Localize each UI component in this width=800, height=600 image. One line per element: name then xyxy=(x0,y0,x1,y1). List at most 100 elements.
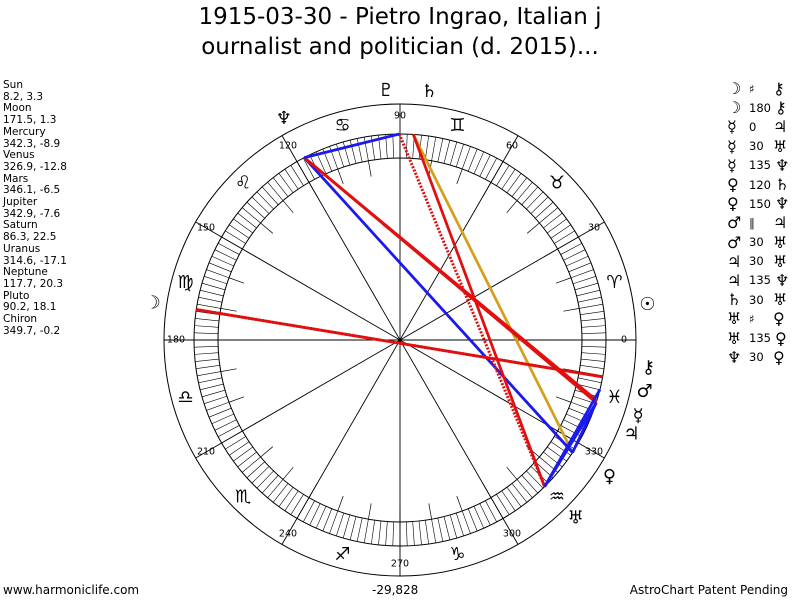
degree-tick xyxy=(278,173,294,193)
decade-tick xyxy=(555,277,572,284)
degree-tick xyxy=(256,470,274,489)
degree-tick xyxy=(272,177,289,197)
aspect-planet-1-glyph: ♅ xyxy=(727,309,742,329)
degree-tick xyxy=(284,169,299,190)
degree-tick xyxy=(208,262,232,273)
aspect-planet-2-glyph: ♅ xyxy=(773,251,788,271)
degree-label-210: 210 xyxy=(197,447,215,458)
degree-label-150: 150 xyxy=(197,223,215,234)
planet-values-uranus: 314.6, -17.1 xyxy=(3,254,67,267)
degree-tick xyxy=(290,165,304,186)
decade-tick xyxy=(260,446,274,458)
degree-tick xyxy=(501,169,516,190)
decade-tick xyxy=(428,503,432,520)
degree-tick xyxy=(568,262,592,273)
aspect-type: 135 xyxy=(749,273,771,288)
planet-values-moon: 171.5, 1.3 xyxy=(3,114,57,127)
planet-values-venus: 326.9, -12.8 xyxy=(3,160,67,173)
degree-tick xyxy=(195,365,220,369)
degree-tick xyxy=(580,318,605,322)
degree-tick xyxy=(526,470,544,489)
aspect-planet-2-glyph: ⚷ xyxy=(774,98,787,118)
degree-tick xyxy=(473,506,485,529)
degree-tick xyxy=(443,140,451,164)
degree-tick xyxy=(506,173,522,193)
degree-tick xyxy=(580,358,605,362)
degree-tick xyxy=(406,521,408,546)
degree-tick xyxy=(211,255,234,267)
zodiac-sign-glyph: ♈ xyxy=(606,272,622,293)
decade-tick xyxy=(563,308,580,312)
aspect-line xyxy=(411,133,546,488)
aspect-planet-2-glyph: ♀ xyxy=(773,347,785,367)
degree-label-330: 330 xyxy=(585,447,603,458)
degree-label-30: 30 xyxy=(588,223,600,234)
aspect-row: ♃ 30 ♅ xyxy=(727,252,789,271)
chart-title-line-2: ournalist and politician (d. 2015)... xyxy=(201,34,599,60)
degree-tick xyxy=(267,479,284,498)
aspect-type: ♯ xyxy=(749,81,755,96)
aspect-line xyxy=(196,308,603,379)
planet-glyph-mercury: ☿ xyxy=(633,406,644,427)
degree-tick xyxy=(580,365,605,369)
degree-tick xyxy=(539,207,558,224)
zodiac-sign-glyph: ♌ xyxy=(235,173,251,194)
degree-tick xyxy=(261,186,279,205)
degree-tick xyxy=(201,282,226,291)
degree-tick xyxy=(217,425,240,437)
degree-tick xyxy=(309,503,321,526)
aspect-type: 30 xyxy=(749,254,764,269)
degree-tick xyxy=(581,325,606,328)
aspect-type: 30 xyxy=(749,235,764,250)
degree-tick xyxy=(194,325,219,328)
degree-tick xyxy=(200,289,224,297)
aspect-planet-1-glyph: ♃ xyxy=(727,251,742,271)
aspect-line xyxy=(303,156,574,454)
degree-tick xyxy=(418,520,422,545)
aspect-planet-2-glyph: ♃ xyxy=(773,117,788,137)
decade-tick xyxy=(228,396,245,403)
aspect-planet-1-glyph: ♀ xyxy=(727,194,739,214)
aspect-planet-2-glyph: ♅ xyxy=(773,136,788,156)
degree-tick xyxy=(194,352,219,355)
zodiac-sign-glyph: ♑ xyxy=(449,544,465,565)
decade-tick xyxy=(526,222,540,234)
aspect-planet-2-glyph: ♅ xyxy=(773,290,788,310)
degree-tick xyxy=(303,500,315,523)
degree-tick xyxy=(197,303,221,309)
degree-tick xyxy=(473,151,485,174)
degree-tick xyxy=(577,296,602,303)
aspect-row: ♄ 30 ♅ xyxy=(727,290,789,309)
aspect-row: ♀ 120 ♄ xyxy=(727,175,789,194)
degree-tick xyxy=(342,514,351,539)
degree-tick xyxy=(272,483,289,503)
degree-tick xyxy=(576,383,600,391)
aspect-planet-1-glyph: ♂ xyxy=(727,232,742,252)
decade-tick xyxy=(368,160,372,177)
degree-tick xyxy=(225,436,246,450)
degree-tick xyxy=(315,506,327,529)
degree-tick xyxy=(217,243,240,255)
degree-tick xyxy=(479,503,491,526)
aspect-row: ♀ 150 ♆ xyxy=(727,194,789,213)
aspect-planet-1-glyph: ♄ xyxy=(727,290,742,310)
degree-tick xyxy=(449,141,458,166)
degree-tick xyxy=(233,446,253,462)
degree-tick xyxy=(214,419,237,431)
planet-glyph-moon: ☽ xyxy=(145,293,161,314)
planet-name-chiron: Chiron xyxy=(3,313,38,326)
degree-tick xyxy=(197,371,221,377)
degree-tick xyxy=(516,479,533,498)
degree-label-0: 0 xyxy=(621,335,627,346)
degree-tick xyxy=(237,451,257,468)
aspect-type: 30 xyxy=(749,292,764,307)
degree-tick xyxy=(581,352,606,355)
degree-tick xyxy=(206,401,230,411)
zodiac-sign-glyph: ♊ xyxy=(449,115,465,136)
aspect-list: ☽ ♯ ⚷ ☽ 180 ⚷ ☿ 0 ♃ ☿ 30 ♅ ☿ 135 ♆ ♀ 120 ♄ ♀ 150 ♆ ♂ ∥ ♃ ♂ 30 ♅ ♃ 30… xyxy=(727,79,789,367)
aspect-planet-1-glyph: ♃ xyxy=(727,270,742,290)
degree-tick xyxy=(194,346,219,348)
degree-tick xyxy=(206,269,230,279)
degree-tick xyxy=(579,303,603,309)
degree-tick xyxy=(511,483,528,503)
